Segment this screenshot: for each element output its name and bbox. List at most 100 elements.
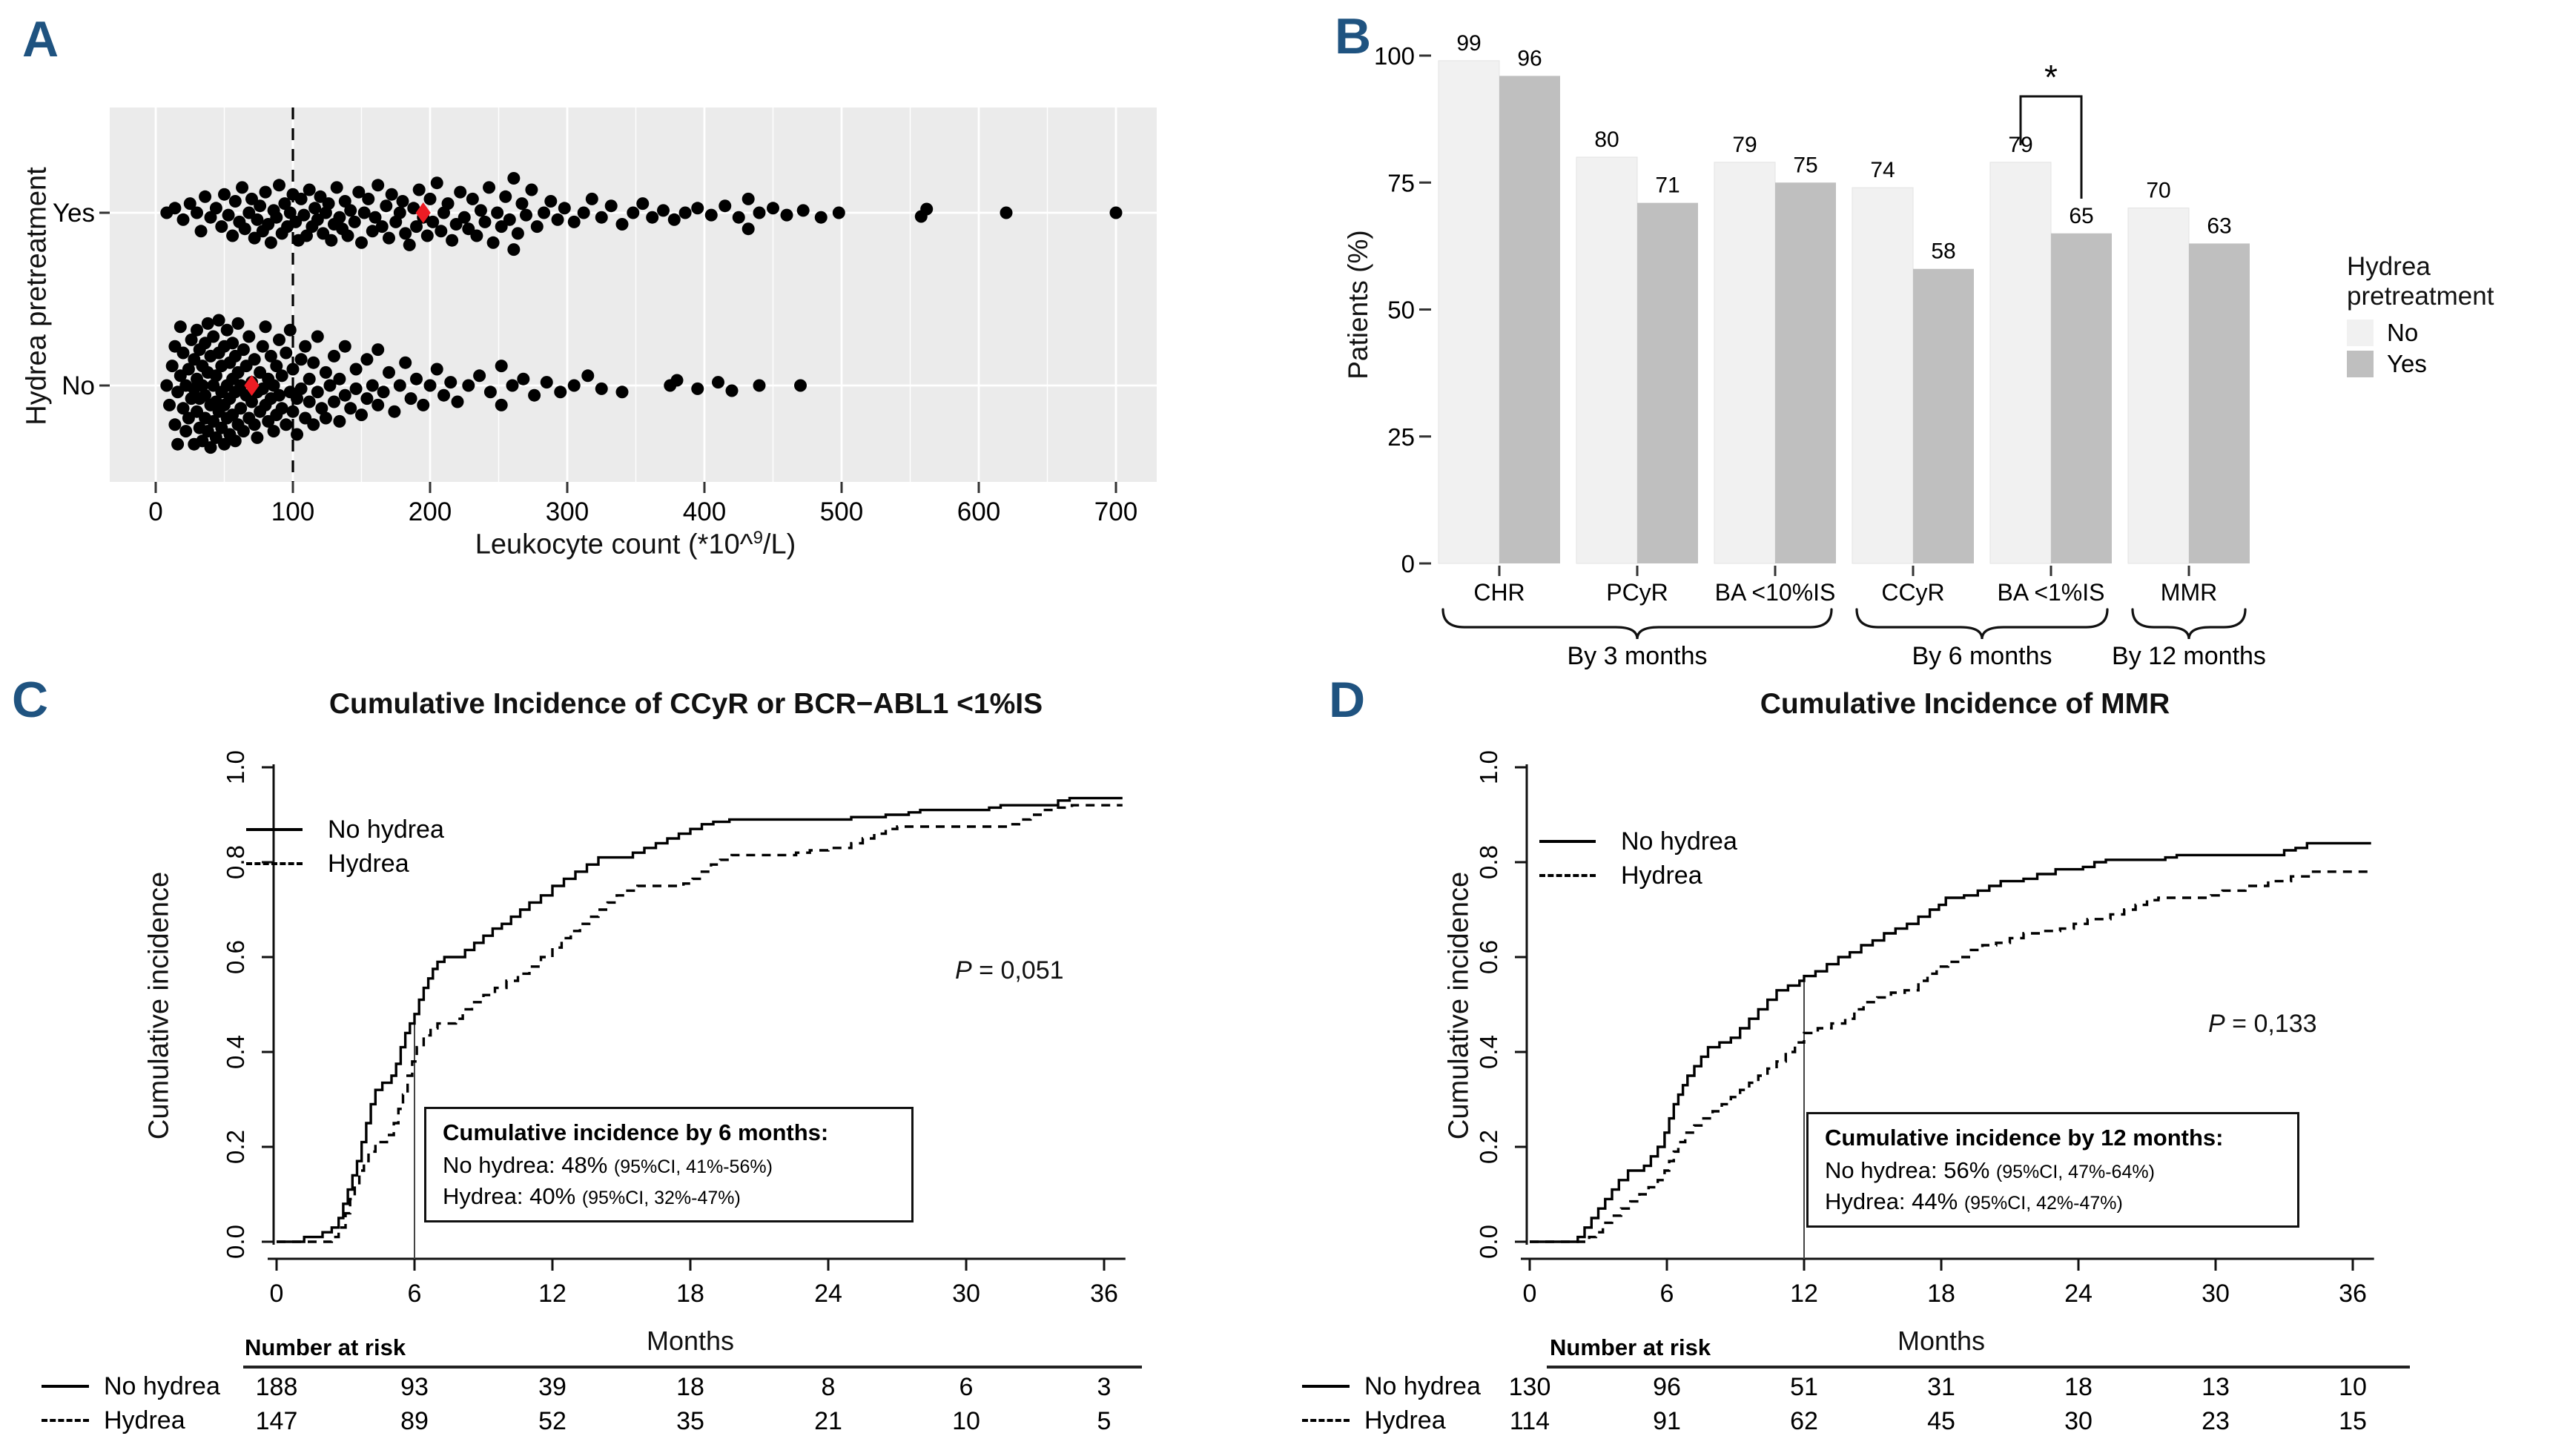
panel-letter-d: D <box>1329 672 1366 728</box>
svg-text:400: 400 <box>683 497 726 526</box>
risk-count: 31 <box>1927 1373 1955 1401</box>
annotation-line: Hydrea: 44% (95%CI, 42%-47%) <box>1825 1188 2281 1215</box>
svg-text:200: 200 <box>409 497 452 526</box>
risk-count: 10 <box>2339 1373 2367 1401</box>
legend-swatch-no <box>2347 320 2374 346</box>
bar-chart-b: 0 25 50 75 100 99 96 CHR 80 71 PCyR 79 75 BA <10%IS 74… <box>1374 31 2266 670</box>
risk-count: 96 <box>1653 1373 1681 1401</box>
line-legend-d: No hydrea Hydrea <box>1539 824 1737 893</box>
svg-text:18: 18 <box>676 1280 704 1308</box>
nar-values-row: 188 93 39 18 8 6 3 <box>0 1370 2573 1403</box>
risk-count: 5 <box>1097 1407 1112 1435</box>
svg-text:PCyR: PCyR <box>1606 579 1668 606</box>
risk-count: 21 <box>814 1407 842 1435</box>
risk-count: 93 <box>400 1373 429 1401</box>
annotation-ci: (95%CI, 32%-47%) <box>581 1188 741 1208</box>
svg-text:0.8: 0.8 <box>1475 845 1502 879</box>
annotation-line: No hydrea: 48% (95%CI, 41%-56%) <box>443 1152 895 1179</box>
svg-text:0.8: 0.8 <box>222 845 249 879</box>
svg-text:0: 0 <box>148 497 162 526</box>
nar-row-label: No hydrea <box>104 1371 220 1400</box>
risk-count: 18 <box>2064 1373 2093 1401</box>
svg-text:700: 700 <box>1094 497 1137 526</box>
legend-row-hydrea-c: Hydrea <box>246 847 444 881</box>
line-legend-c: No hydrea Hydrea <box>246 813 444 881</box>
risk-count: 30 <box>2064 1407 2093 1435</box>
chart-title-c: Cumulative Incidence of CCyR or BCR−ABL1… <box>328 688 1043 720</box>
dashed-line-icon <box>1539 874 1596 877</box>
p-value-d: P = 0,133 <box>2208 1010 2317 1039</box>
svg-text:No: No <box>62 371 95 400</box>
annotation-main: No hydrea: 48% <box>443 1152 614 1178</box>
legend-swatch-yes <box>2347 351 2374 377</box>
svg-text:30: 30 <box>952 1280 980 1308</box>
svg-text:CHR: CHR <box>1473 579 1525 606</box>
cuminc-plot-c: 0.0 0.2 0.4 0.6 0.8 1.0 0 6 12 18 24 30 36 <box>222 750 1126 1308</box>
svg-text:25: 25 <box>1387 423 1415 451</box>
y-axis-title-a: Hydrea pretreatment <box>21 167 53 426</box>
svg-text:36: 36 <box>1090 1280 1118 1308</box>
legend-label: Hydrea <box>1621 861 1702 890</box>
svg-text:1.0: 1.0 <box>222 750 249 784</box>
y-axis-title-d: Cumulative incidence <box>1443 871 1475 1140</box>
annotation-header: Cumulative incidence by 6 months: <box>443 1119 829 1145</box>
bar-legend-row-no: No <box>2347 319 2573 347</box>
annotation-main: No hydrea: 56% <box>1825 1157 1996 1183</box>
svg-text:MMR: MMR <box>2161 579 2217 606</box>
panel-letter-b: B <box>1335 8 1372 64</box>
risk-count: 39 <box>538 1373 567 1401</box>
annotation-box-d: Cumulative incidence by 12 months: No hy… <box>1806 1112 2299 1228</box>
svg-text:6: 6 <box>408 1280 422 1308</box>
svg-text:0: 0 <box>270 1280 284 1308</box>
svg-text:12: 12 <box>538 1280 567 1308</box>
svg-text:18: 18 <box>1927 1280 1955 1308</box>
solid-line-icon <box>42 1385 89 1388</box>
nar-row-label: Hydrea <box>1364 1406 1446 1435</box>
dashed-line-icon <box>246 862 303 865</box>
svg-text:600: 600 <box>957 497 1000 526</box>
panel-letter-a: A <box>22 11 59 67</box>
nar-rowlabel-hydrea-c: Hydrea <box>42 1404 185 1437</box>
legend-row-no-hydrea-d: No hydrea <box>1539 824 1737 858</box>
x-axis-title-a-sup: 9 <box>753 528 763 548</box>
svg-text:36: 36 <box>2339 1280 2367 1308</box>
p-number: = 0,133 <box>2232 1010 2317 1038</box>
svg-text:0.2: 0.2 <box>1475 1130 1502 1164</box>
legend-row-hydrea-d: Hydrea <box>1539 858 1737 893</box>
dashed-line-icon <box>1302 1419 1350 1422</box>
svg-text:6: 6 <box>1660 1280 1674 1308</box>
annotation-ci: (95%CI, 41%-56%) <box>613 1156 773 1177</box>
solid-line-icon <box>1302 1385 1350 1388</box>
number-at-risk-header-c: Number at risk <box>245 1334 406 1360</box>
nar-rowlabel-hydrea-d: Hydrea <box>1302 1404 1446 1437</box>
svg-text:65: 65 <box>2069 204 2093 228</box>
annotation-header: Cumulative incidence by 12 months: <box>1825 1125 2224 1151</box>
number-at-risk-rule-c <box>243 1366 1142 1369</box>
svg-text:CCyR: CCyR <box>1881 579 1944 606</box>
svg-text:96: 96 <box>1517 46 1542 70</box>
svg-text:0.4: 0.4 <box>222 1035 249 1069</box>
dashed-line-icon <box>42 1419 89 1422</box>
legend-label-no: No <box>2387 319 2419 346</box>
svg-text:12: 12 <box>1790 1280 1818 1308</box>
risk-count: 147 <box>255 1407 298 1435</box>
risk-count: 89 <box>400 1407 429 1435</box>
svg-text:79: 79 <box>1732 133 1757 157</box>
svg-text:70: 70 <box>2146 179 2170 203</box>
annotation-box-c: Cumulative incidence by 6 months: No hyd… <box>424 1107 914 1222</box>
risk-count: 15 <box>2339 1407 2367 1435</box>
chart-title-d: Cumulative Incidence of MMR <box>1760 688 2170 720</box>
svg-text:58: 58 <box>1931 239 1955 264</box>
nar-row-label: Hydrea <box>104 1406 185 1435</box>
legend-row-no-hydrea-c: No hydrea <box>246 813 444 847</box>
x-axis-title-c: Months <box>646 1326 735 1356</box>
svg-text:75: 75 <box>1387 169 1415 196</box>
svg-text:63: 63 <box>2207 214 2231 238</box>
risk-count: 35 <box>676 1407 704 1435</box>
x-axis-title-d: Months <box>1897 1326 1986 1356</box>
nar-rowlabel-no-hydrea-c: No hydrea <box>42 1370 220 1403</box>
annotation-line: Hydrea: 40% (95%CI, 32%-47%) <box>443 1183 895 1210</box>
svg-text:100: 100 <box>1374 42 1415 70</box>
svg-text:BA <10%IS: BA <10%IS <box>1715 579 1836 606</box>
